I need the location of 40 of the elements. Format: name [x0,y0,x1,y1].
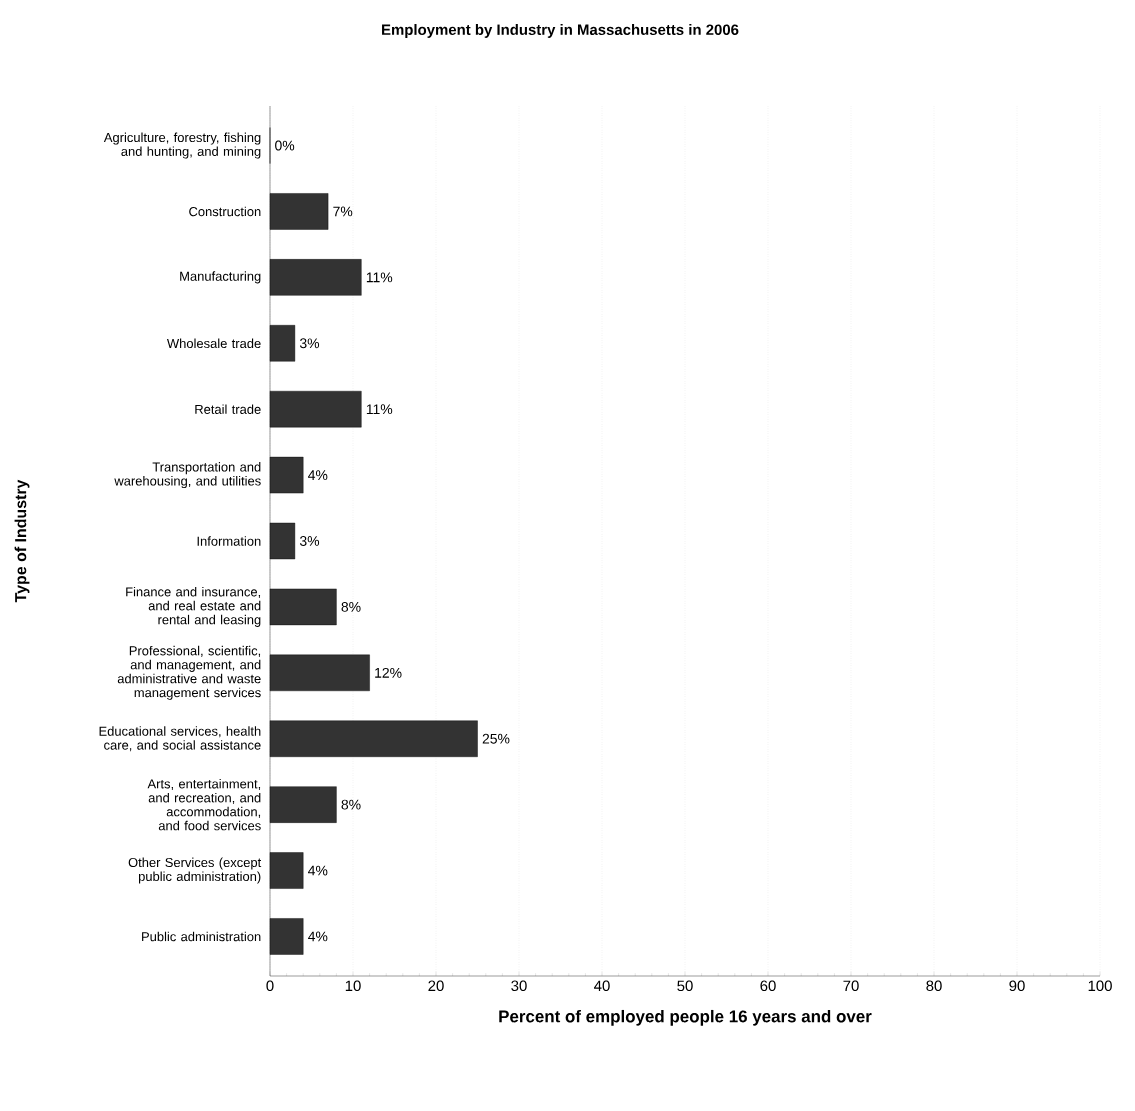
y-tick-label: Retail trade [195,404,261,414]
data-label: 4% [308,931,328,942]
x-tick-label: 40 [594,980,610,992]
x-tick-label: 50 [677,980,693,992]
data-label: 3% [299,536,320,546]
y-axis-title: Type of Industry [14,479,30,603]
x-tick-label: 100 [1088,980,1112,992]
x-tick-label: 60 [760,980,776,992]
y-tick-label: Information [197,536,261,546]
x-tick-label: 10 [345,980,361,992]
data-label: 11% [366,404,393,415]
y-tick-label: Finance and insurance, and real estate and rental and leasing [126,586,261,627]
data-label: 8% [341,799,361,810]
y-tick-label: Professional, scientific, and management, and administrative and waste management services [117,645,261,700]
data-label: 4% [308,865,328,876]
x-axis-title: Percent of employed people 16 years and over [499,1009,872,1026]
x-tick-label: 20 [428,980,444,992]
x-tick-label: 70 [843,980,859,992]
y-tick-label: Wholesale trade [166,338,261,349]
x-tick-label: 90 [1009,980,1025,992]
data-label: 11% [366,272,393,283]
y-tick-label: Agriculture, forestry, fishing and hunting, and mining [103,132,261,159]
data-label: 12% [375,667,402,678]
chart-title: Employment by Industry in Massachusetts in 2006 [382,24,739,38]
data-label: 7% [333,206,353,217]
y-tick-label: Construction [189,206,261,217]
data-label: 4% [308,470,328,480]
y-tick-label: Public administration [142,931,261,942]
data-label: 8% [341,601,361,612]
data-label: 25% [482,733,510,744]
y-tick-label: Other Services (except public administration) [128,857,262,884]
data-label: 0% [275,140,295,151]
y-tick-label: Manufacturing [180,271,261,284]
y-tick-label: Transportation and warehousing, and utilities [114,462,261,489]
y-tick-label: Educational services, health care, and social assistance [99,726,261,752]
y-tick-label: Arts, entertainment, and recreation, and accommodation, and food services [147,778,261,831]
x-tick-label: 30 [511,980,527,992]
data-label: 3% [299,338,320,349]
x-tick-label: 0 [266,980,274,992]
x-tick-label: 80 [926,980,942,992]
